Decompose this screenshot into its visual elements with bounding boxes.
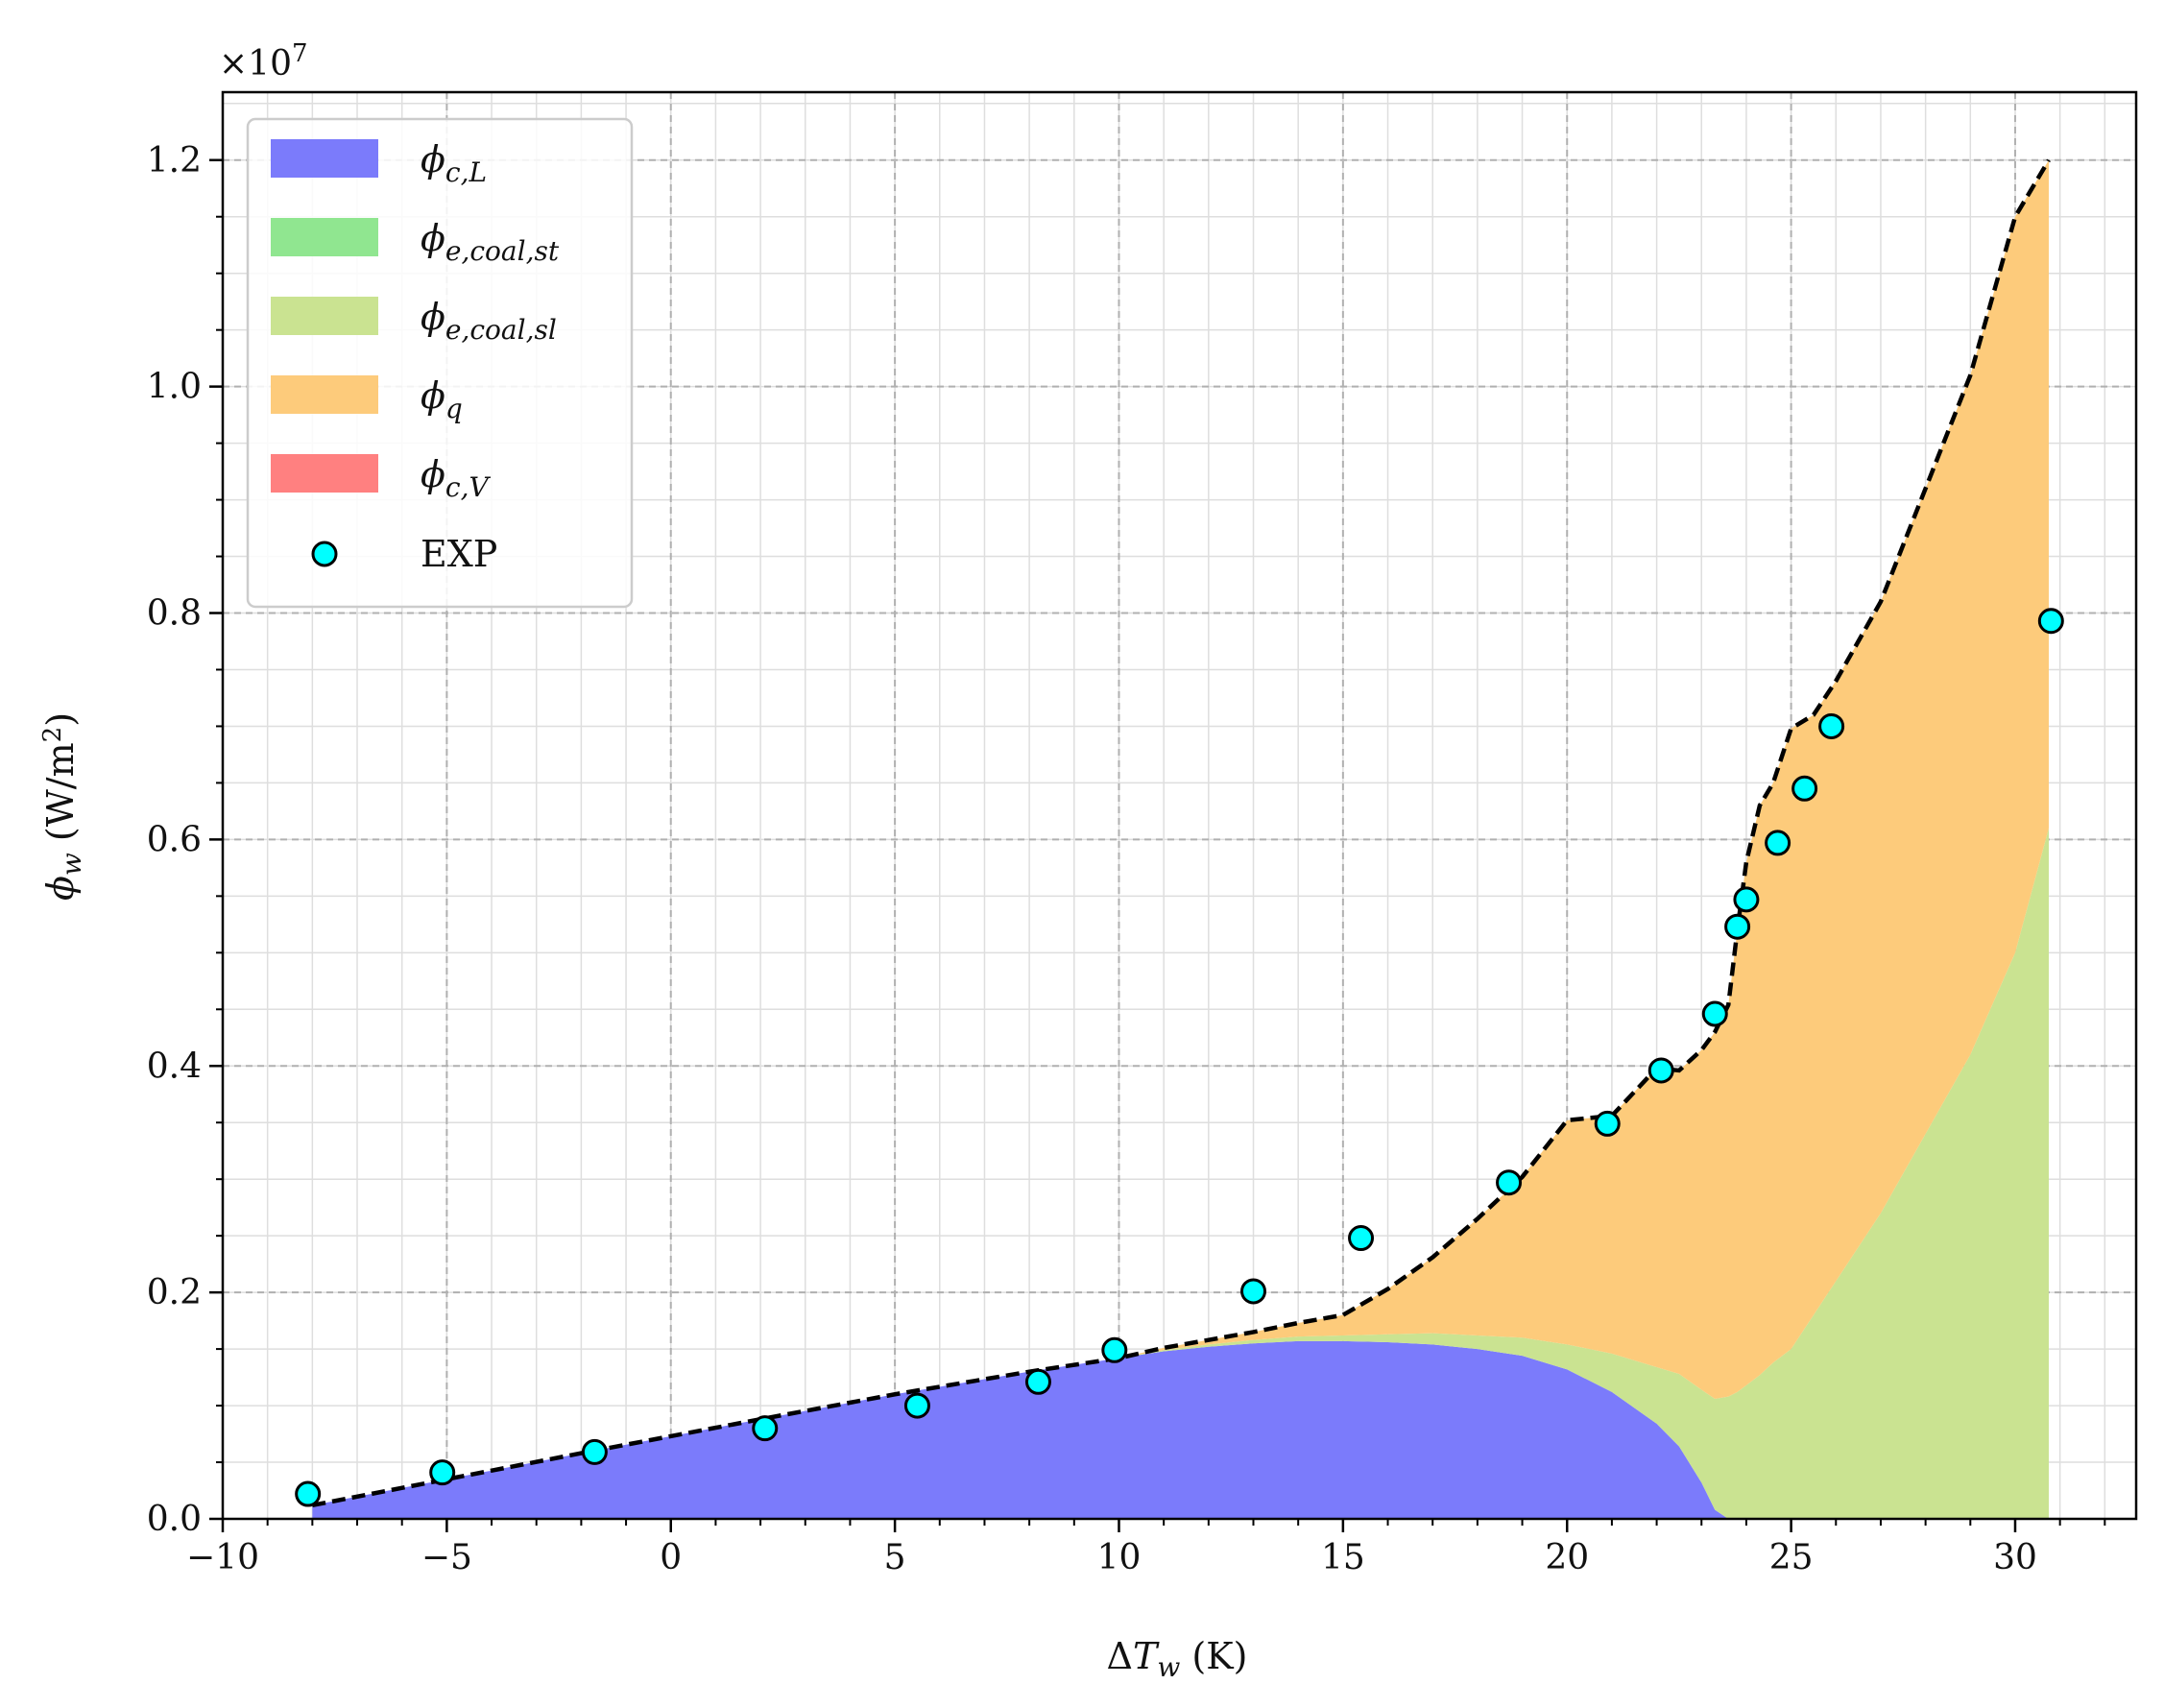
exp-point — [429, 1459, 456, 1486]
legend-subscript: c,V — [445, 471, 492, 503]
legend-subscript: e,coal,st — [445, 235, 560, 267]
legend-symbol: ϕ — [421, 296, 445, 338]
legend-symbol: ϕ — [421, 453, 445, 495]
x-label-unit: (K) — [1180, 1635, 1247, 1677]
exp-point — [2037, 608, 2064, 635]
legend-swatch-phi-e-coal-st — [271, 218, 378, 256]
y-tick-label: 0.6 — [147, 820, 202, 859]
exp-point — [1791, 775, 1818, 802]
y-label-unit: (W/m — [39, 742, 82, 853]
legend-swatch-phi-q — [271, 375, 378, 414]
legend-label-exp: EXP — [421, 533, 497, 575]
legend-subscript: e,coal,sl — [445, 314, 557, 346]
x-tick-label: 10 — [1097, 1538, 1142, 1577]
y-tick-label: 1.0 — [147, 368, 202, 407]
x-label-T: T — [1133, 1635, 1160, 1677]
x-label-delta: Δ — [1107, 1635, 1133, 1677]
x-tick-label: 20 — [1545, 1538, 1589, 1577]
y-tick-label: 0.2 — [147, 1273, 202, 1312]
exp-point — [1733, 886, 1760, 913]
exp-point — [1647, 1057, 1674, 1084]
x-tick-label: 0 — [660, 1538, 682, 1577]
area-phi-c-L — [312, 1340, 2049, 1519]
legend-label-phi-c-V: ϕc,V — [421, 453, 491, 503]
exp-point — [1724, 913, 1751, 940]
exp-point — [1496, 1169, 1523, 1196]
y-tick-label: 0.0 — [147, 1500, 202, 1539]
y-label-sup: 2 — [38, 727, 67, 743]
exp-point — [752, 1415, 779, 1442]
offset-times: ×10 — [219, 44, 292, 84]
legend-subscript: c,L — [445, 156, 487, 188]
svg-text:ΔTw (K): ΔTw (K) — [1107, 1635, 1248, 1683]
offset-exponent: 7 — [292, 39, 308, 68]
exp-point — [903, 1392, 930, 1419]
y-label-close: ) — [39, 712, 82, 727]
exp-point — [1594, 1110, 1621, 1137]
y-offset-text: ×107 — [219, 39, 308, 84]
x-label-sub: w — [1157, 1651, 1180, 1683]
stacked-areas — [312, 159, 2049, 1519]
legend-swatch-phi-c-V — [271, 454, 378, 493]
legend-symbol: ϕ — [421, 138, 445, 180]
x-tick-label: 30 — [1993, 1538, 2037, 1577]
legend-label-phi-c-L: ϕc,L — [421, 138, 487, 188]
legend-symbol: ϕ — [421, 374, 445, 417]
x-axis-label: ΔTw (K) — [1107, 1635, 1248, 1683]
x-tick-labels: −10 −5 0 5 10 15 20 25 30 — [186, 1538, 2037, 1577]
y-label-sub: w — [56, 853, 87, 876]
y-tick-label: 1.2 — [147, 141, 202, 180]
legend-label-phi-e-coal-sl: ϕe,coal,sl — [421, 296, 557, 346]
exp-points — [295, 608, 2064, 1507]
svg-text:ϕw (W/m2): ϕw (W/m2) — [38, 712, 87, 901]
exp-point — [1101, 1336, 1128, 1363]
y-tick-labels: 0.0 0.2 0.4 0.6 0.8 1.0 1.2 — [147, 141, 202, 1539]
x-tick-label: 5 — [884, 1538, 906, 1577]
legend-swatch-phi-e-coal-sl — [271, 297, 378, 335]
exp-point — [1240, 1278, 1267, 1305]
exp-point — [1024, 1368, 1051, 1395]
x-tick-label: 25 — [1769, 1538, 1814, 1577]
exp-point — [581, 1438, 608, 1465]
exp-point — [1765, 830, 1791, 856]
area-phi-q — [312, 159, 2049, 1505]
exp-point — [1701, 1000, 1728, 1027]
legend-marker-exp — [311, 541, 338, 567]
x-tick-label: −5 — [421, 1538, 472, 1577]
exp-point — [1818, 712, 1845, 739]
legend-swatch-phi-c-L — [271, 139, 378, 178]
plot-frame — [221, 90, 2138, 1521]
legend-symbol: ϕ — [421, 217, 445, 259]
y-tick-label: 0.8 — [147, 594, 202, 634]
axis-ticks — [209, 158, 2106, 1532]
x-tick-label: 15 — [1321, 1538, 1365, 1577]
legend-label-phi-e-coal-st: ϕe,coal,st — [421, 217, 560, 267]
exp-point — [295, 1480, 322, 1507]
area-phi-e-coal-sl — [312, 828, 2049, 1519]
x-tick-label: −10 — [186, 1538, 259, 1577]
y-label-phi: ϕ — [39, 876, 82, 901]
y-axis-label: ϕw (W/m2) — [38, 712, 87, 901]
legend-subscript: q — [445, 393, 463, 424]
exp-point — [1348, 1225, 1375, 1252]
y-tick-label: 0.4 — [147, 1046, 202, 1086]
legend-label-phi-q: ϕq — [421, 374, 463, 424]
